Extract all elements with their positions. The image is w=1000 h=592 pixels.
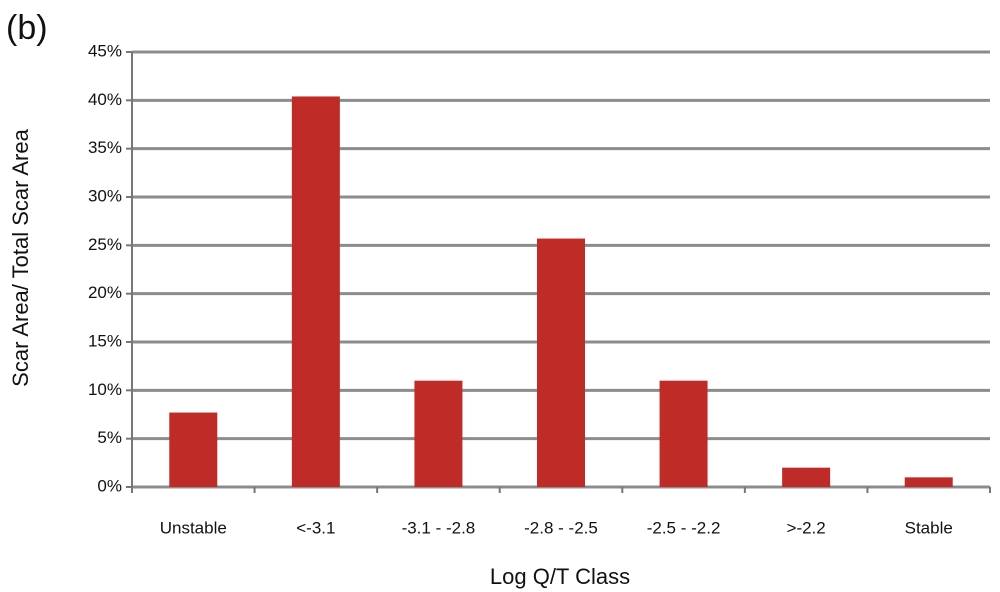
bar bbox=[782, 467, 831, 487]
y-tick-label: 25% bbox=[88, 235, 122, 254]
x-tick-label: <-3.1 bbox=[296, 518, 335, 537]
y-tick-label: 30% bbox=[88, 186, 122, 205]
bar bbox=[537, 238, 585, 487]
y-tick-label: 5% bbox=[97, 428, 122, 447]
y-tick-label: 45% bbox=[88, 41, 122, 60]
y-axis-title: Scar Area/ Total Scar Area bbox=[8, 128, 33, 386]
x-tick-label: >-2.2 bbox=[787, 518, 826, 537]
x-tick-label: Unstable bbox=[160, 518, 227, 537]
y-tick-label: 10% bbox=[88, 380, 122, 399]
y-tick-label: 20% bbox=[88, 283, 122, 302]
x-tick-label: -2.5 - -2.2 bbox=[647, 518, 721, 537]
y-tick-label: 15% bbox=[88, 331, 122, 350]
bar bbox=[414, 380, 463, 487]
bar bbox=[659, 380, 708, 487]
y-tick-label: 40% bbox=[88, 90, 122, 109]
bar bbox=[291, 96, 340, 487]
bar bbox=[904, 477, 953, 487]
y-tick-label: 0% bbox=[97, 476, 122, 495]
x-axis-title: Log Q/T Class bbox=[490, 564, 630, 589]
y-tick-label: 35% bbox=[88, 138, 122, 157]
x-tick-label: Stable bbox=[905, 518, 953, 537]
x-tick-label: -3.1 - -2.8 bbox=[402, 518, 476, 537]
bar bbox=[169, 412, 218, 487]
x-tick-label: -2.8 - -2.5 bbox=[524, 518, 598, 537]
panel-label: (b) bbox=[6, 9, 48, 47]
